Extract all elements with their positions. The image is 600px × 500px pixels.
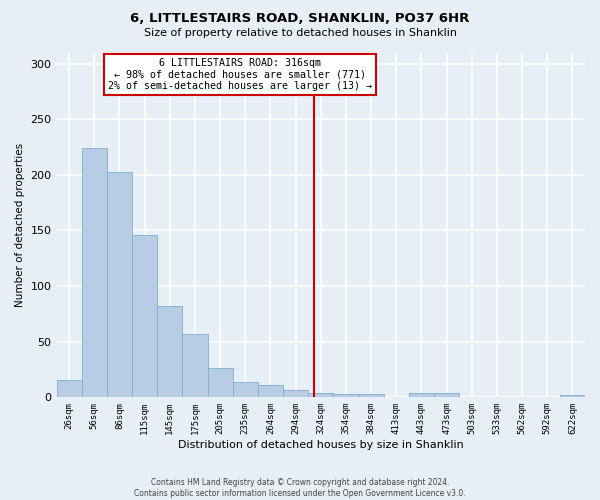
Bar — [359, 394, 383, 398]
Bar — [182, 334, 208, 398]
Bar — [132, 235, 157, 398]
Bar — [560, 395, 585, 398]
Text: 6 LITTLESTAIRS ROAD: 316sqm
← 98% of detached houses are smaller (771)
2% of sem: 6 LITTLESTAIRS ROAD: 316sqm ← 98% of det… — [108, 58, 372, 92]
Bar — [258, 385, 283, 398]
Bar — [434, 393, 459, 398]
Text: Size of property relative to detached houses in Shanklin: Size of property relative to detached ho… — [143, 28, 457, 38]
Text: Contains HM Land Registry data © Crown copyright and database right 2024.
Contai: Contains HM Land Registry data © Crown c… — [134, 478, 466, 498]
Bar — [107, 172, 132, 398]
Bar — [233, 382, 258, 398]
Bar — [308, 393, 334, 398]
Bar — [283, 390, 308, 398]
Bar — [334, 394, 359, 398]
X-axis label: Distribution of detached houses by size in Shanklin: Distribution of detached houses by size … — [178, 440, 464, 450]
Bar — [82, 148, 107, 398]
Bar — [56, 380, 82, 398]
Bar — [409, 393, 434, 398]
Bar — [208, 368, 233, 398]
Bar — [157, 306, 182, 398]
Text: 6, LITTLESTAIRS ROAD, SHANKLIN, PO37 6HR: 6, LITTLESTAIRS ROAD, SHANKLIN, PO37 6HR — [130, 12, 470, 26]
Y-axis label: Number of detached properties: Number of detached properties — [15, 143, 25, 307]
